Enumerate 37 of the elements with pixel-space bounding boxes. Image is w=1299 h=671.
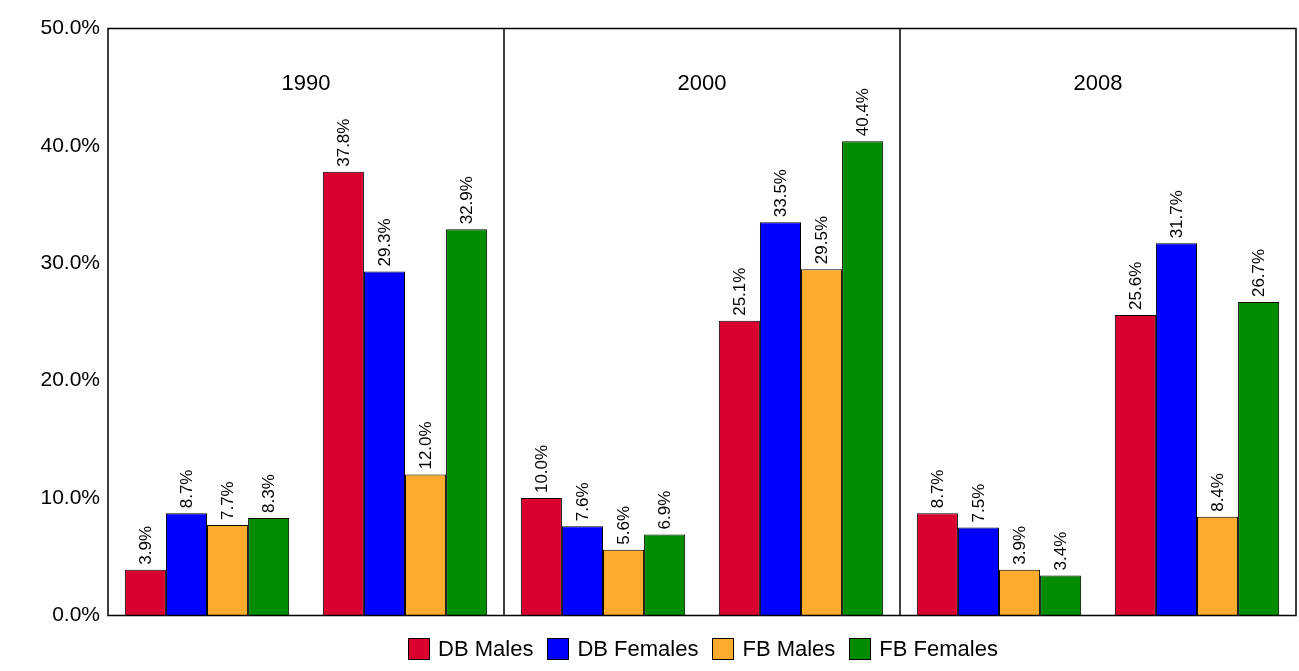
data-label: 7.5% bbox=[969, 483, 989, 523]
data-label: 25.6% bbox=[1126, 261, 1146, 310]
data-label: 40.4% bbox=[853, 88, 873, 137]
data-label: 29.3% bbox=[375, 218, 395, 267]
data-label: 8.4% bbox=[1208, 473, 1228, 512]
data-label: 26.7% bbox=[1249, 248, 1269, 298]
data-label: 7.6% bbox=[573, 482, 593, 522]
y-tick-label: 40.0% bbox=[40, 132, 100, 156]
y-tick-label: 50.0% bbox=[40, 15, 100, 39]
data-label: 3.9% bbox=[136, 525, 156, 565]
data-label: 29.5% bbox=[812, 215, 832, 265]
data-label: 8.3% bbox=[259, 474, 279, 513]
data-label: 31.7% bbox=[1167, 190, 1187, 239]
data-label: 3.4% bbox=[1051, 531, 1071, 571]
data-label: 5.6% bbox=[614, 505, 634, 545]
annotation: 2008 bbox=[1073, 69, 1123, 95]
y-tick-label: 20.0% bbox=[40, 367, 100, 391]
data-label: 8.7% bbox=[177, 469, 197, 509]
data-label: 8.7% bbox=[928, 469, 948, 509]
annotation: 2000 bbox=[677, 69, 727, 95]
data-label: 32.9% bbox=[457, 176, 477, 225]
y-tick-label: 30.0% bbox=[40, 250, 100, 274]
data-label: 10.0% bbox=[532, 444, 552, 494]
y-tick-label: 0.0% bbox=[52, 602, 100, 626]
data-label: 25.1% bbox=[730, 267, 750, 316]
data-label: 12.0% bbox=[416, 421, 436, 470]
annotation: 1990 bbox=[281, 69, 331, 95]
data-label: 6.9% bbox=[655, 490, 675, 530]
legend-label: FB Females bbox=[879, 636, 998, 662]
y-tick-label: 10.0% bbox=[40, 484, 100, 508]
data-label: 7.7% bbox=[218, 481, 238, 521]
data-label: 37.8% bbox=[334, 118, 354, 167]
data-label: 33.5% bbox=[771, 169, 791, 218]
legend-label: DB Females bbox=[577, 636, 699, 662]
data-label: 3.9% bbox=[1010, 525, 1030, 565]
legend-label: DB Males bbox=[438, 636, 534, 662]
legend-label: FB Males bbox=[742, 636, 836, 662]
